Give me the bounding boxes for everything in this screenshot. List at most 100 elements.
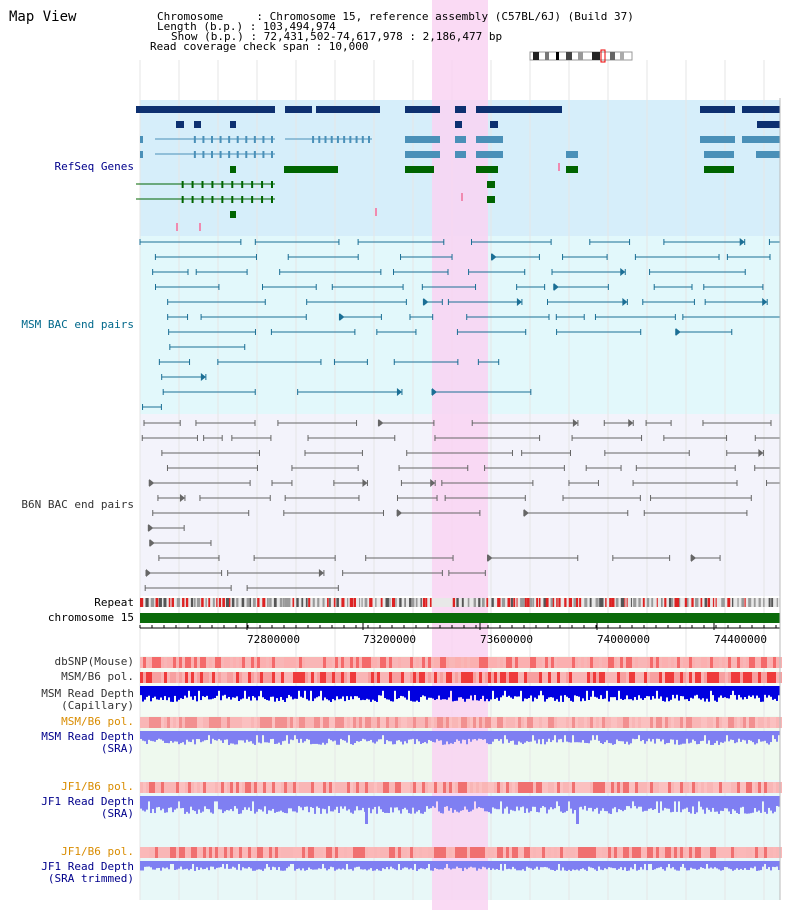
jf1-sra-depth-bar <box>672 796 674 812</box>
msm-bac-pair-arrow <box>396 388 402 396</box>
dbsnp-cell <box>299 657 302 668</box>
msm-capillary-depth-bar <box>404 686 406 698</box>
msm-sra-depth-bar <box>146 731 148 744</box>
msm-b6-pol-cell <box>377 672 380 683</box>
msm-capillary-depth-bar <box>470 686 472 696</box>
jf1-trim-depth-bar <box>738 861 740 870</box>
ideogram-band <box>578 52 583 60</box>
jf1-b6-pol-cell <box>425 782 428 793</box>
msm-sra-depth-bar <box>502 731 504 744</box>
repeat-element <box>545 598 549 607</box>
msm-capillary-depth-bar <box>690 686 692 698</box>
track-label-jf1-read-depth-trim[interactable]: JF1 Read Depth <box>41 860 134 873</box>
dbsnp-cell <box>386 657 389 668</box>
msm-sra-depth-bar <box>208 731 210 736</box>
msm-capillary-depth-bar <box>336 686 338 697</box>
jf1-trim-depth-bar <box>634 861 636 864</box>
msm-sra-depth-bar <box>428 731 430 740</box>
jf1-b6-pol2-cell <box>494 847 497 858</box>
jf1-trim-depth-bar <box>350 861 352 870</box>
b6n-bac-pair-arrow <box>487 554 493 562</box>
track-label-repeat[interactable]: Repeat <box>94 596 134 609</box>
jf1-b6-pol2-cell <box>176 847 179 858</box>
msm-b6-pol-cell <box>746 672 749 683</box>
track-label-msm-read-depth-cap[interactable]: MSM Read Depth <box>41 687 134 700</box>
repeat-element <box>229 598 231 607</box>
track-label-dbsnp[interactable]: dbSNP(Mouse) <box>54 655 134 668</box>
msm-b6-pol-cell <box>404 672 407 683</box>
msm-b6-pol-cell <box>707 672 710 683</box>
msm-sra-depth-bar <box>744 731 746 741</box>
msm-b6-pol2-cell <box>608 717 611 728</box>
msm-b6-pol2-cell <box>362 717 365 728</box>
jf1-b6-pol2-cell <box>344 847 347 858</box>
jf1-b6-pol-cell <box>749 782 752 793</box>
repeat-element <box>516 598 518 607</box>
track-label-msm-read-depth-sra[interactable]: MSM Read Depth <box>41 730 134 743</box>
jf1-b6-pol2-cell <box>203 847 206 858</box>
msm-capillary-depth-bar <box>202 686 204 697</box>
jf1-sra-depth-bar <box>600 796 602 811</box>
jf1-sra-depth-bar <box>766 796 768 814</box>
msm-sra-depth-bar <box>776 731 778 742</box>
msm-b6-pol-cell <box>251 672 254 683</box>
msm-capillary-depth-bar <box>224 686 226 695</box>
msm-capillary-depth-bar <box>530 686 532 696</box>
dbsnp-cell <box>215 657 218 668</box>
msm-b6-pol2-cell <box>257 717 260 728</box>
jf1-b6-pol2-cell <box>500 847 503 858</box>
msm-b6-pol-cell <box>728 672 731 683</box>
msm-sra-depth-bar <box>544 731 546 745</box>
msm-b6-pol-cell <box>239 672 242 683</box>
jf1-sra-depth-bar <box>356 796 358 807</box>
msm-sra-depth-bar <box>608 731 610 743</box>
jf1-sra-depth-bar <box>696 796 698 813</box>
jf1-b6-pol-cell <box>389 782 392 793</box>
track-label-msm-b6-pol-2[interactable]: MSM/B6 pol. <box>61 715 134 728</box>
msm-b6-pol2-cell <box>167 717 170 728</box>
msm-capillary-depth-bar <box>200 686 202 701</box>
msm-sra-depth-bar <box>668 731 670 743</box>
track-label-jf1-read-depth[interactable]: JF1 Read Depth <box>41 795 134 808</box>
track-label-jf1-b6-pol-2[interactable]: JF1/B6 pol. <box>61 845 134 858</box>
jf1-sra-depth-bar <box>234 796 236 807</box>
msm-b6-pol2-cell <box>296 717 299 728</box>
msm-sra-depth-bar <box>312 731 314 744</box>
msm-b6-pol2-cell <box>374 717 377 728</box>
jf1-b6-pol2-cell <box>383 847 386 858</box>
msm-capillary-depth-bar <box>472 686 474 701</box>
jf1-sra-depth-bar <box>156 796 158 808</box>
jf1-b6-pol2-cell <box>548 847 551 858</box>
msm-capillary-depth-bar <box>350 686 352 697</box>
msm-sra-depth-bar <box>662 731 664 740</box>
msm-sra-depth-bar <box>606 731 608 741</box>
dbsnp-cell <box>317 657 320 668</box>
jf1-sra-depth-bar <box>692 796 694 807</box>
msm-b6-pol2-cell <box>440 717 443 728</box>
track-label-msm-bac[interactable]: MSM BAC end pairs <box>21 318 134 331</box>
repeat-element <box>262 598 266 607</box>
track-label-msm-b6-pol[interactable]: MSM/B6 pol. <box>61 670 134 683</box>
msm-b6-pol2-cell <box>245 717 248 728</box>
msm-capillary-depth-bar <box>444 686 446 700</box>
msm-sra-depth-bar <box>514 731 516 745</box>
msm-capillary-depth-bar <box>162 686 164 701</box>
jf1-trim-depth-bar <box>532 861 534 870</box>
msm-sra-depth-bar <box>658 731 660 739</box>
repeat-element <box>538 598 541 607</box>
jf1-sra-depth-bar <box>652 796 654 810</box>
jf1-b6-pol-cell <box>470 782 473 793</box>
jf1-sra-depth-bar <box>768 796 770 808</box>
track-label-jf1-b6-pol[interactable]: JF1/B6 pol. <box>61 780 134 793</box>
msm-sra-depth-bar <box>522 731 524 745</box>
jf1-trim-depth-bar <box>330 861 332 867</box>
jf1-b6-pol2-cell <box>713 847 716 858</box>
track-label-b6n-bac[interactable]: B6N BAC end pairs <box>21 498 134 511</box>
jf1-sra-depth-bar <box>608 796 610 814</box>
msm-b6-pol2-cell <box>620 717 623 728</box>
jf1-trim-depth-bar <box>140 861 142 871</box>
track-label-refseq[interactable]: RefSeq Genes <box>54 160 134 173</box>
jf1-b6-pol2-cell <box>581 847 584 858</box>
msm-capillary-depth-bar <box>640 686 642 699</box>
repeat-element <box>507 598 511 607</box>
